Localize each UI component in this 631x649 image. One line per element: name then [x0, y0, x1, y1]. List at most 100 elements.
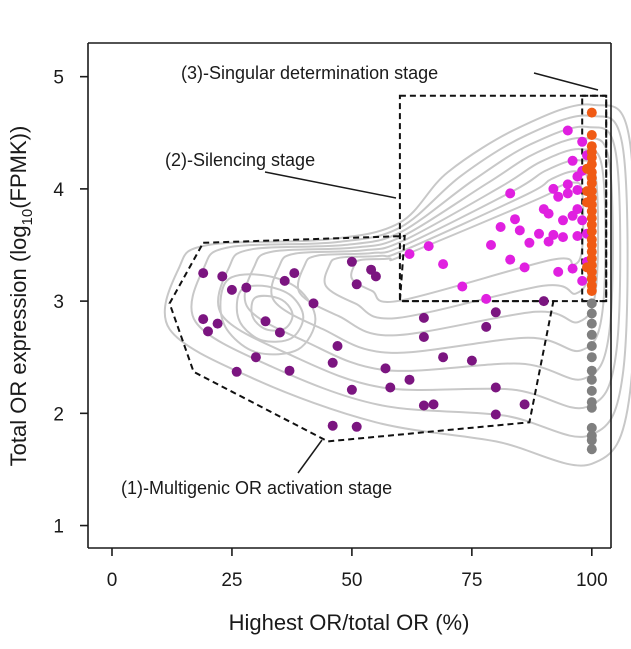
data-point-silencing	[423, 241, 434, 252]
data-point-multigenic	[385, 382, 396, 393]
data-point-silencing	[505, 188, 516, 199]
data-point-gray	[586, 341, 597, 351]
data-point-multigenic	[203, 326, 213, 337]
data-point-singular	[582, 186, 592, 197]
x-tick-label: 75	[461, 570, 482, 591]
data-point-silencing	[572, 185, 583, 195]
data-point-multigenic	[284, 365, 295, 376]
data-point-singular	[586, 107, 597, 118]
data-point-multigenic	[231, 366, 242, 377]
annotation-singular-leader	[533, 72, 599, 91]
x-axis-title: Highest OR/total OR (%)	[229, 610, 470, 635]
data-point-multigenic	[490, 307, 501, 318]
density-contour	[217, 125, 622, 410]
data-point-silencing	[567, 263, 578, 274]
data-point-silencing	[572, 231, 583, 241]
annotation-multigenic-leader	[297, 439, 323, 474]
y-axis-title-main: Total OR expression (log	[6, 225, 31, 466]
data-point-multigenic	[428, 399, 439, 410]
stage-region-multigenic	[168, 234, 555, 443]
data-point-silencing	[562, 188, 573, 199]
data-point-multigenic	[418, 312, 429, 323]
annotation-singular-stage: (3)-Singular determination stage	[181, 63, 438, 83]
data-point-gray	[586, 365, 597, 376]
data-point-multigenic	[289, 268, 300, 279]
data-point-silencing	[505, 254, 516, 265]
data-point-multigenic	[241, 282, 252, 293]
data-point-multigenic	[250, 352, 261, 363]
data-point-singular	[582, 163, 592, 174]
data-point-multigenic	[404, 374, 415, 385]
data-point-multigenic	[327, 357, 338, 368]
data-point-multigenic	[380, 363, 391, 374]
data-point-multigenic	[351, 421, 362, 432]
data-point-multigenic	[260, 316, 271, 327]
data-point-gray	[586, 352, 597, 363]
y-tick-label: 3	[53, 292, 64, 313]
density-contour	[219, 273, 317, 356]
data-point-gray	[586, 444, 597, 455]
annotation-multigenic-stage: (1)-Multigenic OR activation stage	[121, 478, 392, 498]
data-point-gray	[586, 298, 597, 309]
data-point-silencing	[438, 259, 449, 270]
data-point-multigenic	[370, 271, 381, 282]
x-tick-label: 0	[107, 570, 118, 591]
data-point-gray	[586, 435, 597, 446]
data-point-multigenic	[198, 268, 209, 279]
data-point-silencing	[524, 237, 535, 248]
data-point-singular	[586, 286, 597, 296]
data-point-multigenic	[490, 409, 501, 420]
data-point-multigenic	[212, 318, 223, 329]
data-point-silencing	[553, 266, 564, 277]
data-point-multigenic	[332, 341, 343, 351]
y-tick-label: 4	[53, 180, 64, 201]
data-point-silencing	[543, 208, 554, 219]
data-point-singular	[586, 130, 597, 140]
data-point-multigenic	[519, 399, 530, 410]
data-point-silencing	[567, 155, 578, 166]
y-tick-label: 2	[53, 404, 64, 425]
data-points	[198, 107, 597, 455]
data-point-silencing	[562, 179, 573, 190]
data-point-silencing	[548, 183, 559, 194]
data-point-multigenic	[198, 314, 209, 325]
density-contour	[243, 136, 614, 381]
density-contour	[190, 114, 629, 438]
x-tick-label: 25	[221, 570, 242, 591]
axis-ticks: 0 25 50 75 100 1 2 3 4 5	[53, 68, 607, 591]
data-point-silencing	[534, 228, 544, 239]
data-point-multigenic	[327, 420, 338, 431]
data-point-gray	[586, 308, 597, 319]
data-point-silencing	[548, 229, 559, 240]
data-point-singular	[582, 197, 592, 208]
density-contour	[235, 284, 305, 343]
y-axis-title-end: (FPMK))	[6, 126, 31, 209]
density-contour	[270, 148, 607, 354]
data-point-multigenic	[346, 256, 357, 267]
data-point-silencing	[577, 215, 588, 226]
data-point-silencing	[572, 204, 583, 215]
data-point-silencing	[577, 275, 588, 286]
data-point-multigenic	[308, 298, 319, 309]
data-point-silencing	[495, 222, 506, 232]
axes	[87, 42, 612, 549]
data-point-multigenic	[418, 400, 429, 411]
data-point-silencing	[577, 136, 588, 147]
data-point-silencing	[558, 232, 568, 243]
data-point-silencing	[481, 293, 492, 304]
y-axis-title: Total OR expression (log10(FPMK))	[6, 126, 36, 467]
data-point-gray	[586, 329, 597, 340]
data-point-silencing	[553, 191, 564, 202]
data-point-silencing	[486, 240, 496, 250]
density-contour	[250, 294, 294, 332]
data-point-gray	[586, 385, 597, 396]
data-point-gray	[586, 374, 597, 385]
data-point-silencing	[457, 281, 468, 292]
y-tick-label: 1	[53, 517, 64, 538]
y-axis-title-sub: 10	[19, 209, 36, 226]
x-tick-label: 50	[341, 570, 362, 591]
data-point-multigenic	[490, 382, 501, 393]
data-point-multigenic	[438, 352, 449, 363]
data-point-silencing	[514, 225, 525, 236]
